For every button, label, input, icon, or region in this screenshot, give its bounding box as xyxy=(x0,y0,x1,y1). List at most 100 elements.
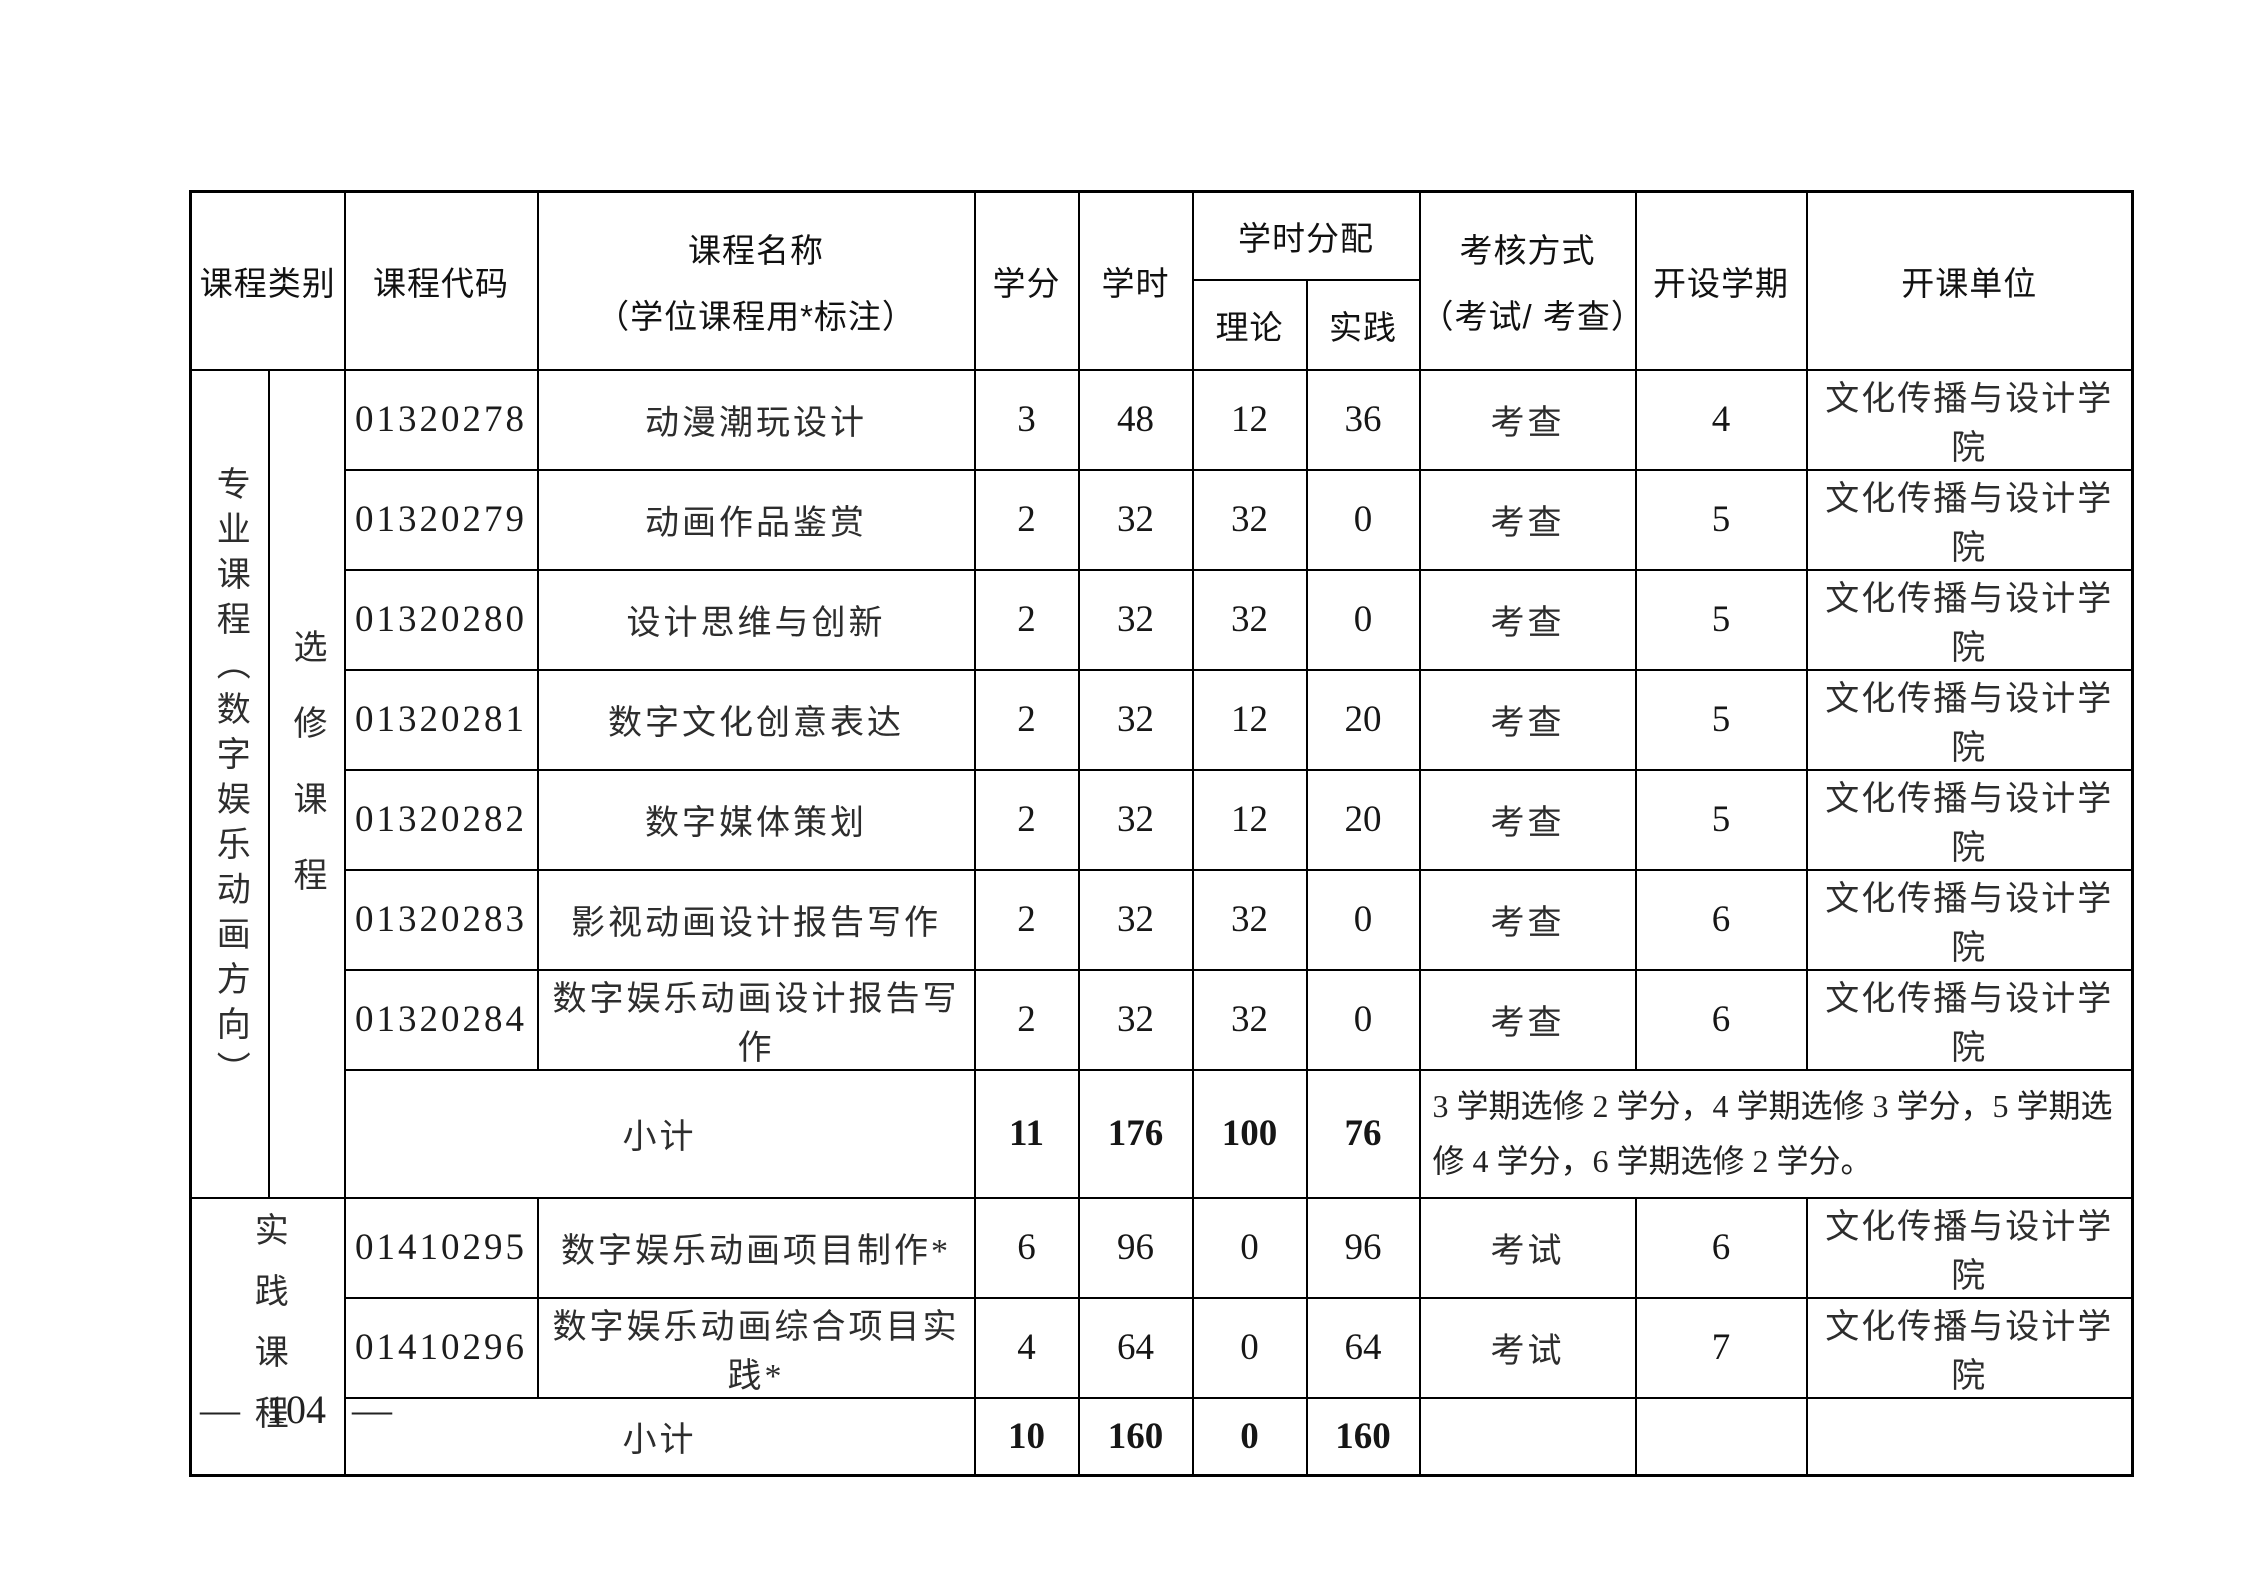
course-code-cell: 01320278 xyxy=(343,368,539,471)
semester-cell: 7 xyxy=(1634,1296,1808,1399)
credits-cell: 4 xyxy=(973,1296,1080,1399)
unit-cell: 文化传播与设计学院 xyxy=(1805,368,2134,471)
curriculum-table: 课程类别 课程代码 课程名称 （学位课程用*标注） 学分 学时 学时分配 考核方… xyxy=(189,190,2134,1477)
course-name-cell: 数字媒体策划 xyxy=(536,768,976,871)
unit-cell: 文化传播与设计学院 xyxy=(1805,768,2134,871)
course-code-cell: 01410295 xyxy=(343,1196,539,1299)
semester-cell: 6 xyxy=(1634,968,1808,1071)
hours-cell: 32 xyxy=(1077,868,1194,971)
semester-cell: 5 xyxy=(1634,468,1808,571)
subtotal-credits-cell: 10 xyxy=(973,1396,1080,1477)
major-category-cell: 专业课程（数字娱乐动画方向） xyxy=(189,368,270,1199)
practice-hours-cell: 96 xyxy=(1305,1196,1421,1299)
subtotal-note-cell: 3 学期选修 2 学分，4 学期选修 3 学分，5 学期选修 4 学分，6 学期… xyxy=(1418,1068,2134,1199)
subtotal-hours-cell: 176 xyxy=(1077,1068,1194,1199)
credits-cell: 2 xyxy=(973,968,1080,1071)
course-row: 01320284 数字娱乐动画设计报告写作 2 32 32 0 考查 6 文化传… xyxy=(191,968,2134,1071)
course-row: 01320280 设计思维与创新 2 32 32 0 考查 5 文化传播与设计学… xyxy=(191,568,2134,671)
subtotal-row: 小计 10 160 0 160 xyxy=(191,1396,2134,1477)
course-row: 实践课程 01410295 数字娱乐动画项目制作* 6 96 0 96 考试 6… xyxy=(189,1196,2134,1477)
page-number: — 104 — xyxy=(200,1387,392,1432)
practice-hours-cell: 0 xyxy=(1305,468,1421,571)
unit-cell: 文化传播与设计学院 xyxy=(1805,868,2134,971)
semester-cell: 6 xyxy=(1634,1196,1808,1299)
semester-cell: 5 xyxy=(1634,768,1808,871)
hours-cell: 32 xyxy=(1077,768,1194,871)
assessment-cell: 考查 xyxy=(1418,568,1637,671)
theory-hours-cell: 32 xyxy=(1191,968,1308,1071)
course-row: 01410296 数字娱乐动画综合项目实践* 4 64 0 64 考试 7 文化… xyxy=(191,1296,2134,1399)
header-name-cell: 课程名称 （学位课程用*标注） xyxy=(536,190,976,371)
major-category-vertical-label: 专业课程（数字娱乐动画方向） xyxy=(211,466,249,1096)
unit-cell: 文化传播与设计学院 xyxy=(1805,668,2134,771)
credits-cell: 2 xyxy=(973,868,1080,971)
header-semester-cell: 开设学期 xyxy=(1634,190,1808,371)
semester-cell: 5 xyxy=(1634,568,1808,671)
header-unit-cell: 开课单位 xyxy=(1805,190,2134,371)
course-name-cell: 设计思维与创新 xyxy=(536,568,976,671)
course-row: 01320281 数字文化创意表达 2 32 12 20 考查 5 文化传播与设… xyxy=(191,668,2134,771)
unit-cell: 文化传播与设计学院 xyxy=(1805,468,2134,571)
course-name-cell: 动漫潮玩设计 xyxy=(536,368,976,471)
course-code-cell: 01410296 xyxy=(343,1296,539,1399)
elective-subcategory-vertical-label: 选修课程 xyxy=(288,629,325,933)
hours-cell: 32 xyxy=(1077,968,1194,1071)
hours-cell: 32 xyxy=(1077,468,1194,571)
practice-hours-cell: 20 xyxy=(1305,668,1421,771)
course-name-cell: 数字文化创意表达 xyxy=(536,668,976,771)
course-name-cell: 数字娱乐动画项目制作* xyxy=(536,1196,976,1299)
course-code-cell: 01320280 xyxy=(343,568,539,671)
practice-hours-cell: 0 xyxy=(1305,868,1421,971)
practice-hours-cell: 0 xyxy=(1305,568,1421,671)
subtotal-row: 小计 11 176 100 76 3 学期选修 2 学分，4 学期选修 3 学分… xyxy=(191,1068,2134,1199)
unit-cell: 文化传播与设计学院 xyxy=(1805,1296,2134,1399)
course-row: 01320282 数字媒体策划 2 32 12 20 考查 5 文化传播与设计学… xyxy=(191,768,2134,871)
subtotal-hours-cell: 160 xyxy=(1077,1396,1194,1477)
assessment-cell: 考查 xyxy=(1418,768,1637,871)
assessment-cell: 考试 xyxy=(1418,1196,1637,1299)
subtotal-practice-cell: 160 xyxy=(1305,1396,1421,1477)
header-row-bottom: 理论 实践 xyxy=(191,278,2133,371)
assessment-cell: 考试 xyxy=(1418,1296,1637,1399)
subtotal-theory-cell: 100 xyxy=(1191,1068,1308,1199)
practice-hours-cell: 20 xyxy=(1305,768,1421,871)
semester-cell: 6 xyxy=(1634,868,1808,971)
header-hours-allocation-cell: 学时分配 xyxy=(1191,190,1421,281)
theory-hours-cell: 0 xyxy=(1191,1296,1308,1399)
theory-hours-cell: 32 xyxy=(1191,468,1308,571)
header-category-cell: 课程类别 xyxy=(189,190,346,371)
theory-hours-cell: 32 xyxy=(1191,568,1308,671)
assessment-cell: 考查 xyxy=(1418,968,1637,1071)
credits-cell: 2 xyxy=(973,668,1080,771)
course-name-cell: 数字娱乐动画设计报告写作 xyxy=(536,968,976,1071)
credits-cell: 2 xyxy=(973,468,1080,571)
course-name-cell: 数字娱乐动画综合项目实践* xyxy=(536,1296,976,1399)
header-assessment-line2: （考试/ 考查） xyxy=(1420,297,1636,335)
credits-cell: 2 xyxy=(973,568,1080,671)
course-code-cell: 01320279 xyxy=(343,468,539,571)
assessment-cell: 考查 xyxy=(1418,468,1637,571)
header-assessment-line1: 考核方式 xyxy=(1459,231,1596,269)
practice-category-vertical-label: 实践课程 xyxy=(249,1211,287,1456)
header-credits-cell: 学分 xyxy=(973,190,1080,371)
semester-cell: 5 xyxy=(1634,668,1808,771)
theory-hours-cell: 12 xyxy=(1191,368,1308,471)
credits-cell: 6 xyxy=(973,1196,1080,1299)
assessment-cell: 考查 xyxy=(1418,668,1637,771)
subtotal-label-cell: 小计 xyxy=(343,1068,976,1199)
hours-cell: 96 xyxy=(1077,1196,1194,1299)
practice-category-cell: 实践课程 xyxy=(189,1196,346,1477)
hours-cell: 64 xyxy=(1077,1296,1194,1399)
theory-hours-cell: 32 xyxy=(1191,868,1308,971)
assessment-cell: 考查 xyxy=(1418,368,1637,471)
credits-cell: 2 xyxy=(973,768,1080,871)
header-theory-cell: 理论 xyxy=(1191,278,1308,371)
subtotal-practice-cell: 76 xyxy=(1305,1068,1421,1199)
unit-cell: 文化传播与设计学院 xyxy=(1805,1196,2134,1299)
header-assessment-cell: 考核方式 （考试/ 考查） xyxy=(1418,190,1637,371)
unit-cell: 文化传播与设计学院 xyxy=(1805,568,2134,671)
course-code-cell: 01320282 xyxy=(343,768,539,871)
empty-semester-cell xyxy=(1634,1396,1808,1477)
subtotal-theory-cell: 0 xyxy=(1191,1396,1308,1477)
credits-cell: 3 xyxy=(973,368,1080,471)
